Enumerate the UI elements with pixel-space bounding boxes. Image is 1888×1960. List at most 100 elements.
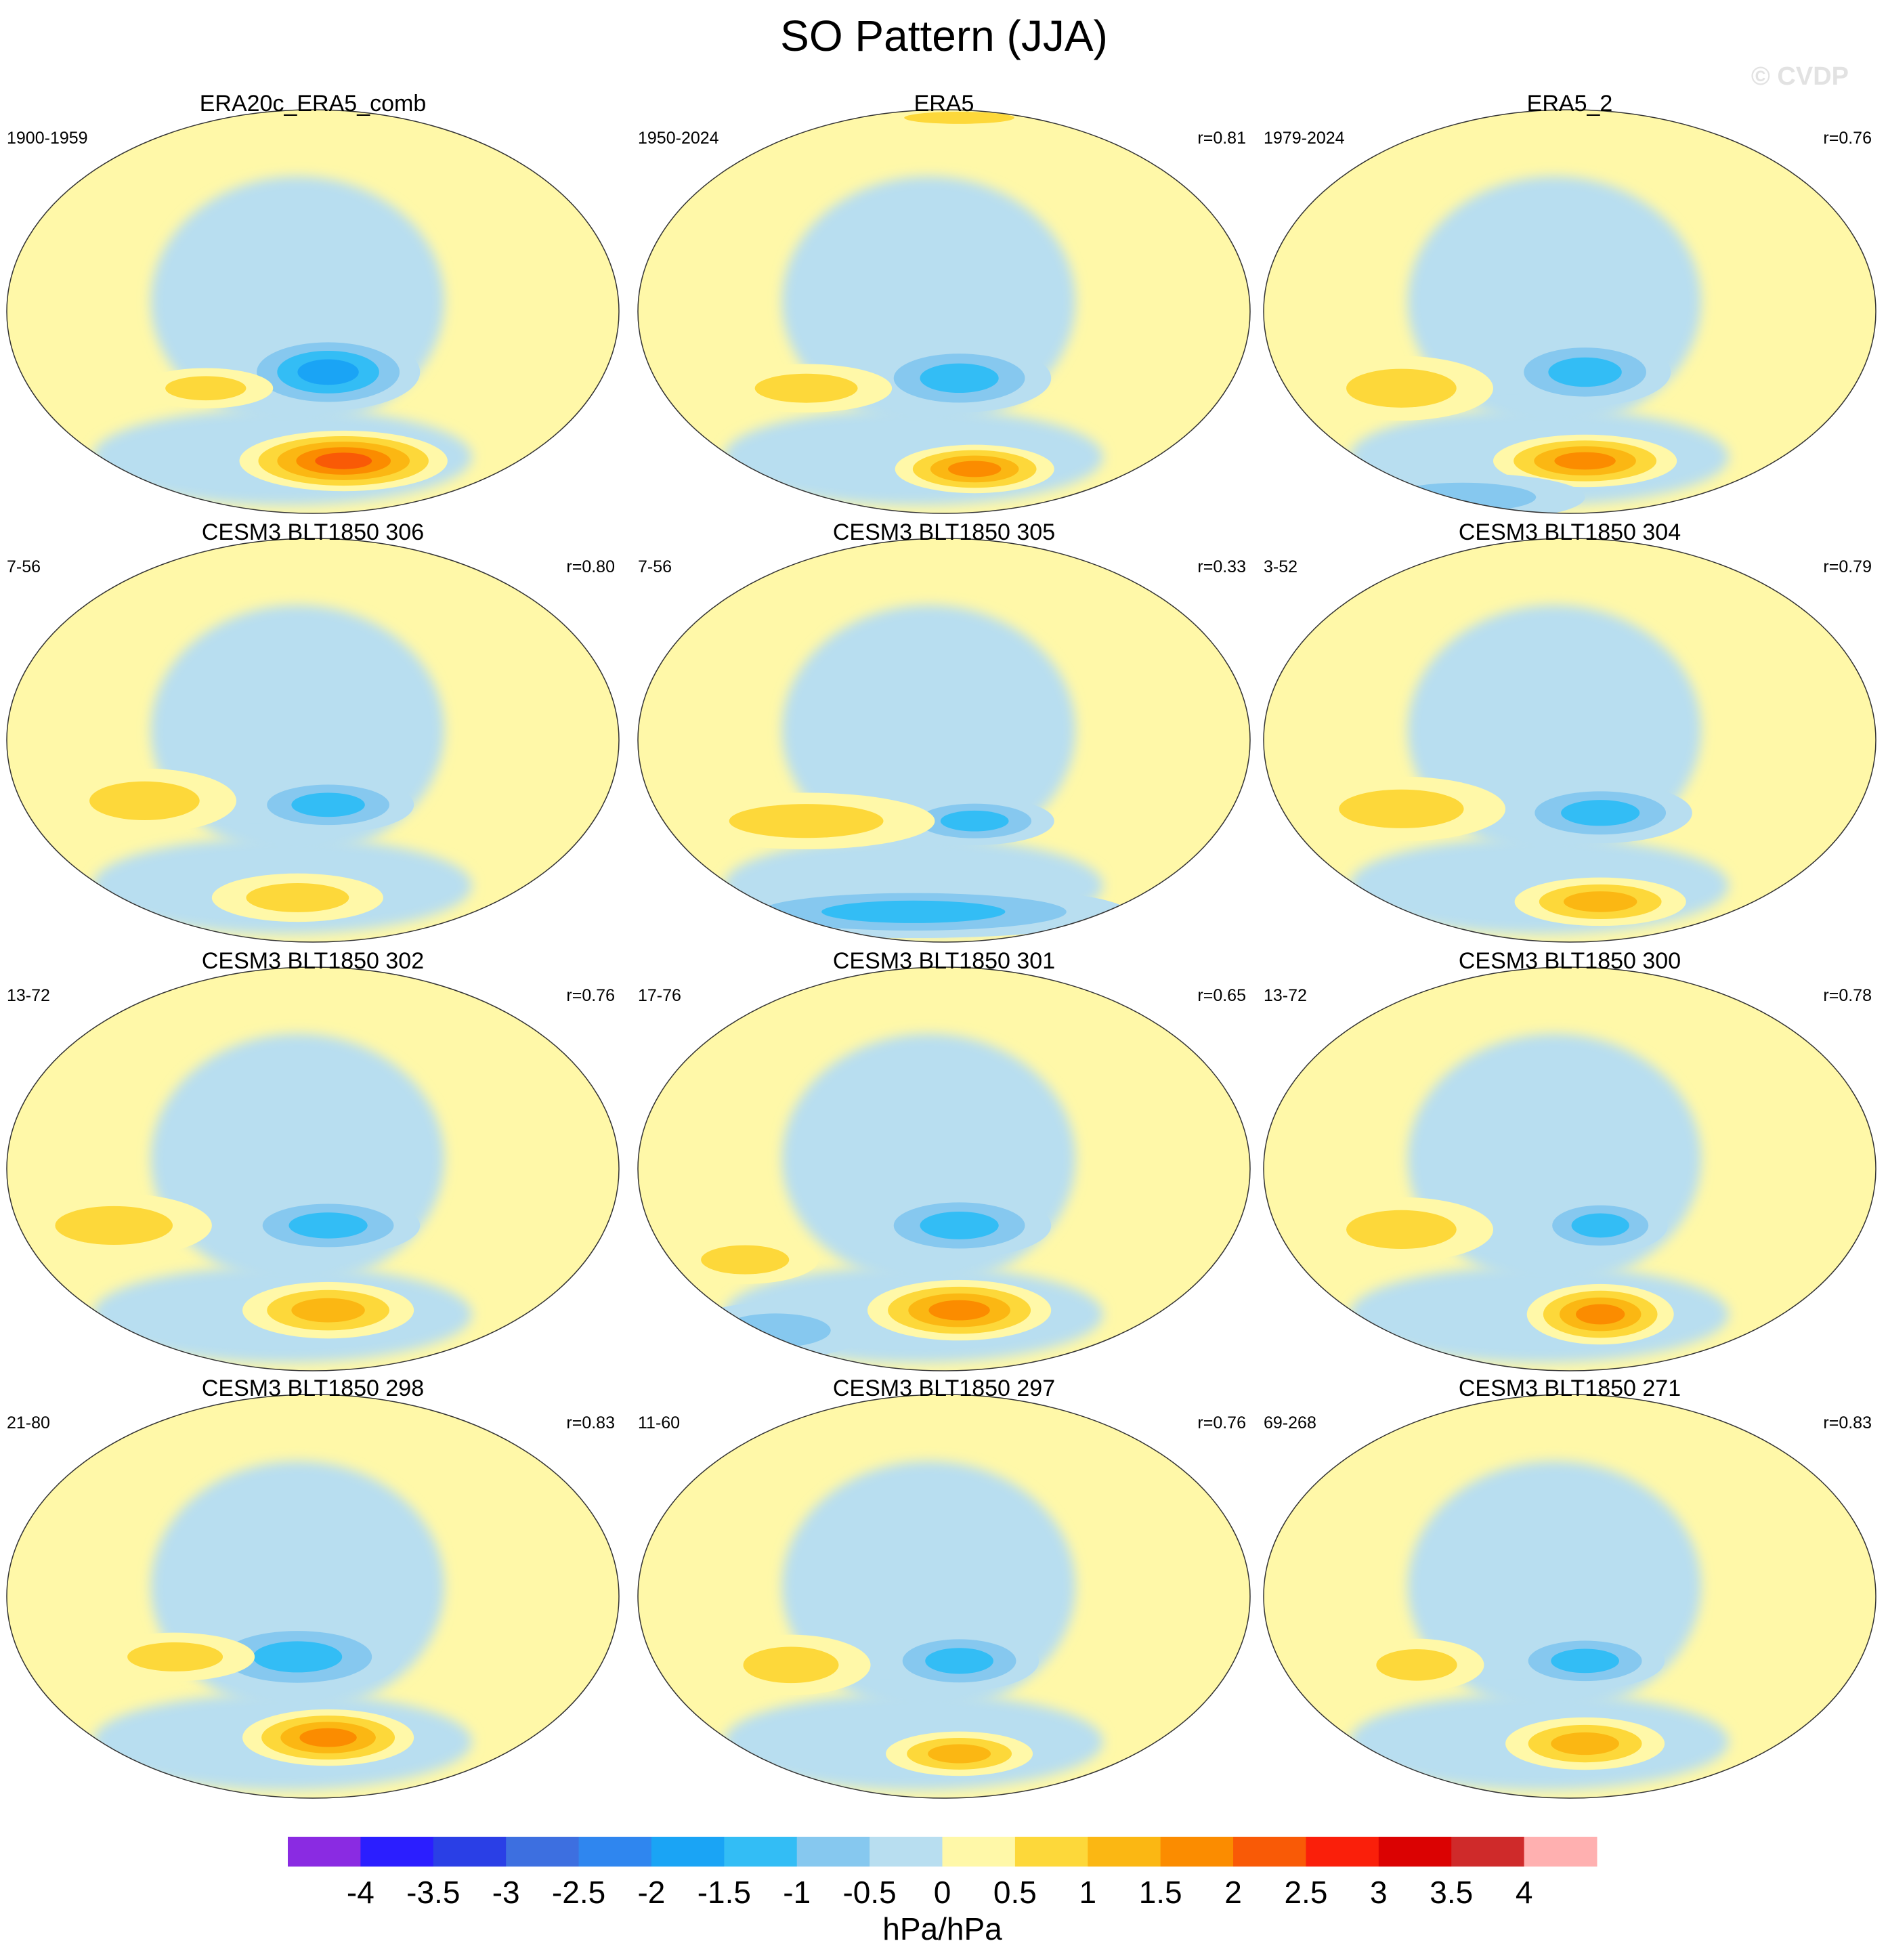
map-panel: CESM3 BLT1850 302 13-72 r=0.76 [6, 948, 620, 1371]
contour-level [920, 363, 999, 393]
contour-level [253, 1641, 343, 1673]
map-panel: CESM3 BLT1850 305 7-56 r=0.33 [637, 519, 1251, 943]
colorbar-swatch [651, 1837, 725, 1867]
panel-correlation: r=0.65 [1197, 986, 1246, 1005]
panel-correlation: r=0.76 [566, 986, 615, 1005]
panel-years: 13-72 [7, 986, 50, 1005]
contour-level [1576, 1304, 1625, 1325]
colorbar-tick-label: -2.5 [552, 1875, 605, 1910]
contour-level [928, 1300, 990, 1321]
contour-level [1551, 1648, 1619, 1674]
map-field [638, 110, 1250, 513]
contour-level [1346, 368, 1457, 408]
panel-correlation: r=0.83 [1823, 1413, 1872, 1432]
contour-level [721, 1313, 831, 1348]
colorbar-tick-label: 0 [934, 1875, 951, 1910]
map-panels: ERA20c_ERA5_comb 1900-1959 ERA5 1950-2024 r=… [6, 91, 1876, 1799]
map-outline [637, 538, 1251, 943]
contour-level [291, 792, 365, 817]
panel-title: CESM3 BLT1850 306 [202, 519, 424, 545]
weak-negative-region [781, 605, 1076, 855]
contour-level [55, 1206, 173, 1245]
panel-correlation: r=0.81 [1197, 129, 1246, 148]
panel-correlation: r=0.83 [566, 1413, 615, 1432]
panel-correlation: r=0.79 [1823, 557, 1872, 576]
colorbar-tick-label: 4 [1516, 1875, 1533, 1910]
colorbar-swatch [724, 1837, 798, 1867]
contour-level [928, 1744, 991, 1764]
contour-level [1554, 452, 1616, 470]
contour-level [729, 804, 884, 838]
contour-level [288, 1212, 368, 1239]
colorbar-swatch [1160, 1837, 1234, 1867]
contour-level [1563, 891, 1637, 912]
map-outline [6, 1394, 620, 1799]
contour-level [948, 461, 1002, 477]
map-field [638, 538, 1250, 942]
contour-level [940, 810, 1009, 832]
panel-years: 1900-1959 [7, 129, 88, 148]
map-panel: ERA5 1950-2024 r=0.81 [637, 91, 1251, 514]
map-panel: CESM3 BLT1850 300 13-72 r=0.78 [1263, 948, 1876, 1371]
map-field [7, 1394, 619, 1798]
colorbar-swatch [360, 1837, 434, 1867]
colorbar-tick-label: 1.5 [1139, 1875, 1182, 1910]
map-outline [6, 109, 620, 514]
panel-title: ERA5 [914, 91, 974, 116]
colorbar-swatch [1451, 1837, 1525, 1867]
panel-title: CESM3 BLT1850 305 [833, 519, 1055, 545]
colorbar-tick-label: 3.5 [1430, 1875, 1473, 1910]
colorbar-swatch [578, 1837, 652, 1867]
contour-level [1548, 357, 1622, 387]
colorbar-tick-label: -2 [637, 1875, 665, 1910]
colorbar-swatch [870, 1837, 943, 1867]
panel-title: CESM3 BLT1850 271 [1459, 1376, 1681, 1401]
contour-level [925, 1648, 993, 1674]
map-panel: ERA20c_ERA5_comb 1900-1959 [6, 91, 620, 514]
map-panel: ERA5_2 1979-2024 r=0.76 [1263, 91, 1876, 514]
watermark: © CVDP [1751, 62, 1849, 91]
map-field [7, 110, 619, 513]
colorbar-swatch [1524, 1837, 1597, 1867]
map-outline [637, 1394, 1251, 1799]
contour-level [291, 1298, 365, 1323]
colorbar-tick-label: 3 [1370, 1875, 1388, 1910]
contour-level [904, 111, 1014, 124]
map-field [638, 967, 1250, 1371]
panel-correlation: r=0.33 [1197, 557, 1246, 576]
panel-correlation: r=0.76 [1197, 1413, 1246, 1432]
map-outline [1263, 966, 1876, 1371]
contour-level [315, 452, 372, 469]
panel-correlation: r=0.78 [1823, 986, 1872, 1005]
contour-level [1389, 482, 1537, 512]
colorbar-swatch [796, 1837, 870, 1867]
map-panel: CESM3 BLT1850 298 21-80 r=0.83 [6, 1376, 620, 1799]
panel-title: ERA20c_ERA5_comb [200, 91, 427, 116]
panel-years: 13-72 [1264, 986, 1307, 1005]
panel-title: CESM3 BLT1850 297 [833, 1376, 1055, 1401]
panel-years: 3-52 [1264, 557, 1297, 576]
colorbar-tick-label: -0.5 [842, 1875, 896, 1910]
map-outline [637, 966, 1251, 1371]
colorbar-tick-label: 2 [1224, 1875, 1242, 1910]
contour-level [920, 1212, 999, 1239]
panel-title: CESM3 BLT1850 301 [833, 948, 1055, 974]
colorbar-tick-label: 1 [1079, 1875, 1096, 1910]
map-outline [637, 109, 1251, 514]
contour-level [821, 900, 1006, 923]
map-field [7, 538, 619, 942]
colorbar-swatch [1306, 1837, 1379, 1867]
map-outline [6, 538, 620, 943]
colorbar-swatch [288, 1837, 361, 1867]
colorbar-tick-label: -3 [492, 1875, 520, 1910]
panel-years: 17-76 [638, 986, 681, 1005]
contour-level [165, 376, 246, 401]
contour-level [743, 1646, 839, 1684]
colorbar-tick-label: -1 [783, 1875, 811, 1910]
contour-level [297, 359, 359, 385]
colorbar-tick-label: -3.5 [406, 1875, 460, 1910]
map-field [1264, 538, 1876, 942]
contour-level [1571, 1213, 1629, 1238]
contour-level [1376, 1649, 1457, 1681]
